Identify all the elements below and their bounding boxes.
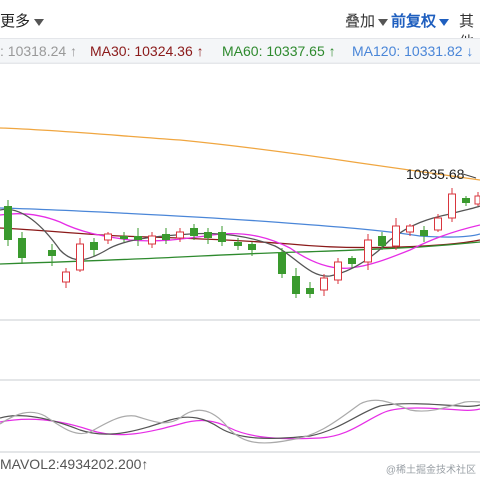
volume-ma-label: MAVOL2:4934202.200↑ (0, 456, 149, 472)
candle (18, 238, 26, 258)
candle (190, 228, 198, 236)
candle (162, 234, 170, 240)
ma30-value: MA30: 10324.36 ↑ (90, 43, 204, 59)
candle (278, 252, 286, 274)
moving-average-legend: : 10318.24 ↑ MA30: 10324.36 ↑ MA60: 1033… (0, 38, 480, 64)
candle (218, 232, 226, 242)
ma5-line (0, 205, 480, 277)
candle (462, 198, 470, 203)
chevron-down-icon (34, 18, 45, 26)
candle (434, 217, 442, 231)
more-label: 更多 (0, 13, 31, 30)
price-adjust-dropdown[interactable]: 前复权 (391, 10, 450, 31)
candle (420, 230, 428, 236)
more-menu[interactable]: 更多 (0, 10, 45, 31)
candle (134, 236, 142, 240)
candle (474, 195, 480, 205)
chevron-down-icon (439, 18, 450, 26)
candle (176, 231, 184, 239)
candle (348, 258, 356, 264)
ma-partial-value: : 10318.24 ↑ (0, 43, 78, 59)
candle (364, 239, 372, 263)
candle (320, 277, 328, 291)
candle (234, 242, 242, 246)
candle (248, 244, 256, 250)
max-price-pointer (462, 173, 477, 179)
candle (4, 206, 12, 240)
candle (104, 233, 112, 241)
candle (90, 242, 98, 250)
ma120-value: MA120: 10331.82 ↓ (352, 43, 474, 59)
ma10-line (0, 213, 480, 269)
candle (306, 288, 314, 294)
candle (392, 225, 400, 247)
indicator-line-light-gray (0, 399, 480, 444)
candle (334, 261, 342, 281)
watermark: @稀土掘金技术社区 (385, 465, 476, 476)
indicator-line-gray (0, 403, 480, 439)
indicator-line-magenta (0, 407, 480, 440)
overlay-dropdown[interactable]: 叠加 (345, 10, 389, 31)
candle (204, 232, 212, 238)
candle (62, 271, 70, 283)
max-price-label: 10935.68 (406, 166, 465, 182)
overlay-label: 叠加 (345, 13, 376, 30)
candle (76, 243, 84, 271)
candle (448, 193, 456, 219)
candle (48, 250, 56, 256)
ma250-line (0, 127, 480, 181)
candle (406, 225, 414, 233)
ma30-line (0, 227, 480, 249)
chevron-down-icon (378, 18, 389, 26)
price-adjust-label: 前复权 (391, 13, 437, 30)
candle (292, 276, 300, 294)
candle (378, 236, 386, 246)
candle (120, 236, 128, 239)
candle (148, 235, 156, 245)
candles-group (4, 188, 480, 298)
ma60-value: MA60: 10337.65 ↑ (222, 43, 336, 59)
